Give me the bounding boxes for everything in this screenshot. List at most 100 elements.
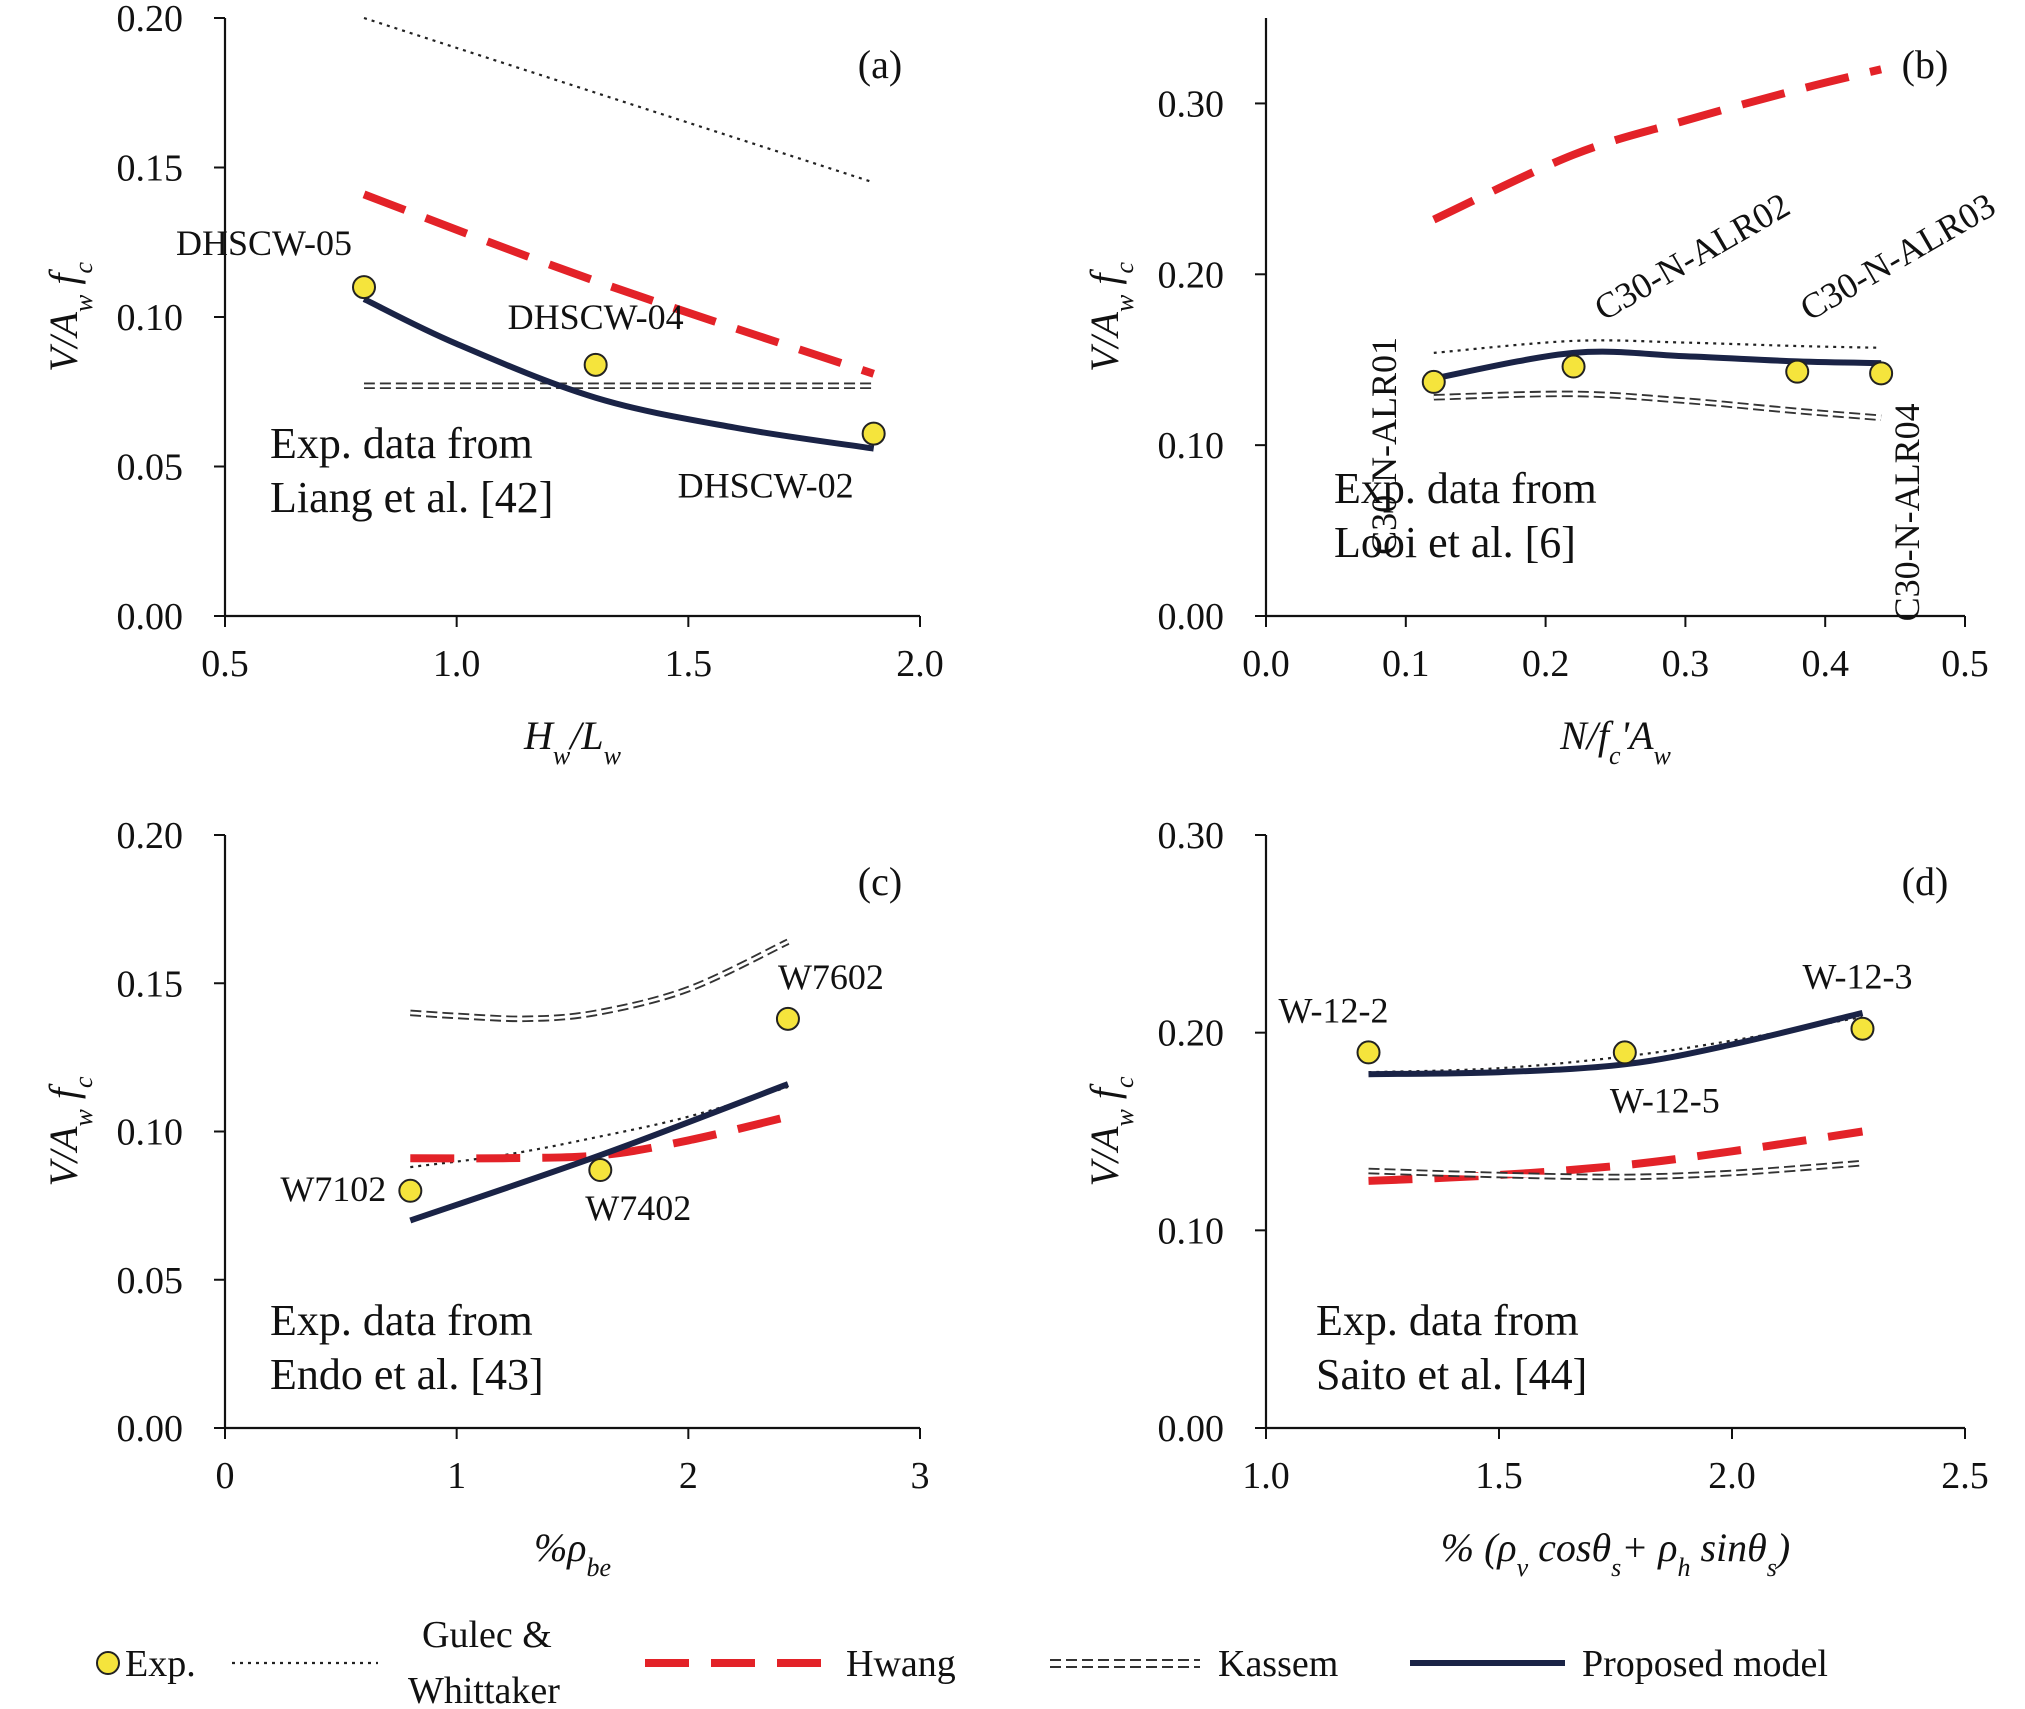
x-tick-label: 2.5: [1941, 1455, 1989, 1497]
series-gulec-whittaker-line: [1433, 339, 1882, 354]
y-tick-label: 0.10: [117, 297, 184, 339]
x-tick-label: 0.5: [1941, 643, 1989, 685]
y-tick-label: 0.00: [117, 1408, 184, 1450]
legend-exp-label: Exp.: [125, 1643, 196, 1685]
series-hwang-line: [362, 190, 875, 378]
data-point-label: DHSCW-04: [508, 297, 684, 337]
x-tick-label: 2: [679, 1455, 698, 1497]
panel-letter: (d): [1902, 859, 1949, 904]
data-point: [1612, 1040, 1637, 1065]
x-axis-label: N/fc'Aw: [1559, 713, 1671, 770]
y-axis-label: V/Aw fc: [1082, 262, 1139, 372]
data-point: [1421, 369, 1446, 394]
x-axis-label: Hw/Lw: [523, 713, 622, 770]
data-source-note: Looi et al. [6]: [1334, 518, 1576, 567]
x-tick-label: 0.2: [1522, 643, 1570, 685]
y-tick-label: 0.20: [1158, 1013, 1225, 1055]
data-point: [775, 1006, 800, 1031]
y-axis-label: V/Aw fc: [1082, 1076, 1139, 1186]
series-gulec-whittaker-line: [363, 16, 875, 184]
data-point-label: W-12-5: [1610, 1080, 1720, 1120]
data-point: [1869, 361, 1894, 386]
data-point-label: W7402: [585, 1188, 691, 1228]
series-proposed-model-line: [1368, 1009, 1864, 1078]
data-point-label: C30-N-ALR04: [1887, 403, 1927, 621]
x-tick-label: 3: [911, 1455, 930, 1497]
y-tick-label: 0.15: [117, 963, 184, 1005]
data-point-label: W-12-2: [1279, 990, 1389, 1030]
y-tick-label: 0.15: [117, 148, 184, 190]
x-tick-label: 1.5: [665, 643, 713, 685]
y-tick-label: 0.00: [1158, 596, 1225, 638]
legend-gulec-label-2: Whittaker: [408, 1670, 560, 1709]
x-tick-label: 0.0: [1242, 643, 1290, 685]
x-tick-label: 1.0: [433, 643, 481, 685]
y-tick-label: 0.00: [117, 596, 184, 638]
x-tick-label: 0.1: [1382, 643, 1430, 685]
series-proposed-model-line: [362, 296, 875, 452]
y-tick-label: 0.10: [117, 1112, 184, 1154]
panel-a: 0.5 1.0 1.5 2.0 0.00 0.05 0.10 0.15 0.20 Hw/Lw V/A…: [41, 0, 944, 770]
legend-proposed-label: Proposed model: [1582, 1643, 1828, 1685]
legend-hwang-label: Hwang: [846, 1643, 956, 1685]
legend-kassem-label: Kassem: [1218, 1643, 1338, 1685]
data-point: [1785, 359, 1810, 384]
x-tick-label: 2.0: [896, 643, 944, 685]
x-tick-label: 1.0: [1242, 1455, 1290, 1497]
legend-gulec-label-1: Gulec &: [422, 1614, 552, 1656]
series-kassem-line-inner: [1433, 392, 1882, 420]
y-tick-label: 0.05: [117, 1260, 184, 1302]
series-hwang-line: [1432, 65, 1883, 224]
data-point: [583, 352, 608, 377]
data-point-label: C30-N-ALR02: [1588, 185, 1797, 329]
y-axis-label: V/Aw fc: [41, 1076, 98, 1186]
data-point: [1356, 1040, 1381, 1065]
x-tick-label: 1: [447, 1455, 466, 1497]
data-source-note: Exp. data from: [270, 419, 533, 468]
series-hwang-line: [1368, 1127, 1864, 1185]
legend-exp-marker: [96, 1651, 120, 1675]
panel-letter: (b): [1902, 42, 1949, 87]
x-axis-label: %ρbe: [534, 1525, 611, 1582]
panel-letter: (c): [858, 859, 902, 904]
data-source-note: Exp. data from: [1334, 464, 1597, 513]
y-tick-label: 0.20: [117, 0, 184, 40]
y-tick-label: 0.10: [1158, 425, 1225, 467]
data-point-label: DHSCW-05: [176, 223, 352, 263]
data-point-label: C30-N-ALR03: [1793, 185, 2002, 329]
panel-b: 0.0 0.1 0.2 0.3 0.4 0.5 0.00 0.10 0.20 0.30 N/fc'A…: [1082, 18, 2002, 770]
panel-letter: (a): [858, 42, 902, 87]
data-point: [398, 1178, 423, 1203]
data-point: [1561, 354, 1586, 379]
y-tick-label: 0.20: [117, 815, 184, 857]
y-tick-label: 0.30: [1158, 83, 1225, 125]
y-tick-label: 0.20: [1158, 254, 1225, 296]
data-point-label: W7602: [778, 957, 884, 997]
panel-c: 0 1 2 3 0.00 0.05 0.10 0.15 0.20 %ρbe V/Aw fc (c) Ex…: [41, 815, 930, 1582]
x-tick-label: 0: [216, 1455, 235, 1497]
y-tick-label: 0.00: [1158, 1408, 1225, 1450]
y-tick-label: 0.30: [1158, 815, 1225, 857]
x-tick-label: 2.0: [1708, 1455, 1756, 1497]
data-point: [861, 421, 886, 446]
series-proposed-model-line: [409, 1081, 790, 1224]
x-tick-label: 0.5: [201, 643, 249, 685]
series-hwang-line: [410, 1112, 789, 1163]
data-point-label: DHSCW-02: [678, 466, 854, 506]
data-point-label: W-12-3: [1802, 957, 1912, 997]
x-axis-label: % (ρv cosθs+ ρh sinθs): [1441, 1525, 1790, 1582]
data-source-note: Exp. data from: [270, 1296, 533, 1345]
y-axis-label: V/Aw fc: [41, 262, 98, 372]
data-point: [352, 275, 376, 300]
data-source-note: Endo et al. [43]: [270, 1350, 544, 1399]
data-point-label: C30-N-ALR01: [1364, 337, 1404, 555]
data-source-note: Exp. data from: [1316, 1296, 1579, 1345]
series-kassem-line: [410, 938, 790, 1023]
data-point-label: W7102: [280, 1169, 386, 1209]
x-tick-label: 0.3: [1662, 643, 1710, 685]
data-point: [588, 1158, 613, 1183]
series-kassem-line-inner: [1368, 1161, 1863, 1179]
data-source-note: Saito et al. [44]: [1316, 1350, 1587, 1399]
legend: Exp. Gulec & Whittaker Hwang Kassem Prop…: [96, 1614, 1828, 1709]
